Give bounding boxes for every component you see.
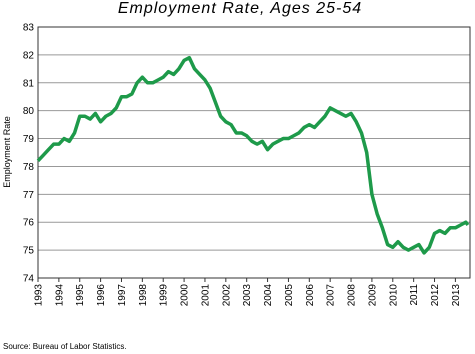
x-tick-label: 2001 (200, 284, 211, 307)
x-tick-label: 1999 (159, 284, 170, 307)
source-note: Source: Bureau of Labor Statistics. (3, 342, 127, 351)
x-tick-label: 2011 (409, 284, 420, 306)
x-tick-label: 1994 (54, 284, 65, 307)
plot-frame (37, 26, 471, 279)
y-tick-label: 74 (23, 274, 35, 285)
y-tick-label: 82 (23, 50, 35, 61)
y-tick-label: 83 (23, 23, 35, 34)
x-tick-label: 1998 (138, 284, 149, 307)
y-tick-label: 76 (23, 218, 35, 229)
x-tick-label: 2000 (180, 284, 191, 307)
x-tick-label: 2010 (388, 284, 399, 307)
x-tick-label: 1996 (96, 284, 107, 307)
x-tick-label: 2004 (263, 284, 274, 307)
y-tick-label: 80 (23, 106, 35, 117)
y-tick-label: 79 (23, 134, 35, 145)
x-tick-label: 2006 (305, 284, 316, 307)
y-axis-label: Employment Rate (2, 116, 12, 188)
data-line (36, 55, 470, 255)
y-tick-label: 77 (23, 190, 35, 201)
x-tick-label: 1993 (34, 284, 45, 307)
x-tick-label: 2009 (367, 284, 378, 307)
x-tick-label: 2007 (326, 284, 337, 307)
y-tick-label: 81 (23, 78, 35, 89)
x-tick-label: 2005 (284, 284, 295, 307)
x-tick-label: 2002 (221, 284, 232, 307)
x-tick-label: 1997 (117, 284, 128, 307)
x-tick-label: 2012 (430, 284, 441, 307)
x-tick-label: 2008 (347, 284, 358, 307)
chart-title: Employment Rate, Ages 25-54 (118, 0, 362, 17)
y-tick-label: 78 (23, 162, 35, 173)
x-tick-label: 2013 (451, 284, 462, 307)
x-tick-label: 1995 (75, 284, 86, 307)
x-tick-label: 2003 (242, 284, 253, 307)
y-tick-label: 75 (23, 246, 35, 257)
